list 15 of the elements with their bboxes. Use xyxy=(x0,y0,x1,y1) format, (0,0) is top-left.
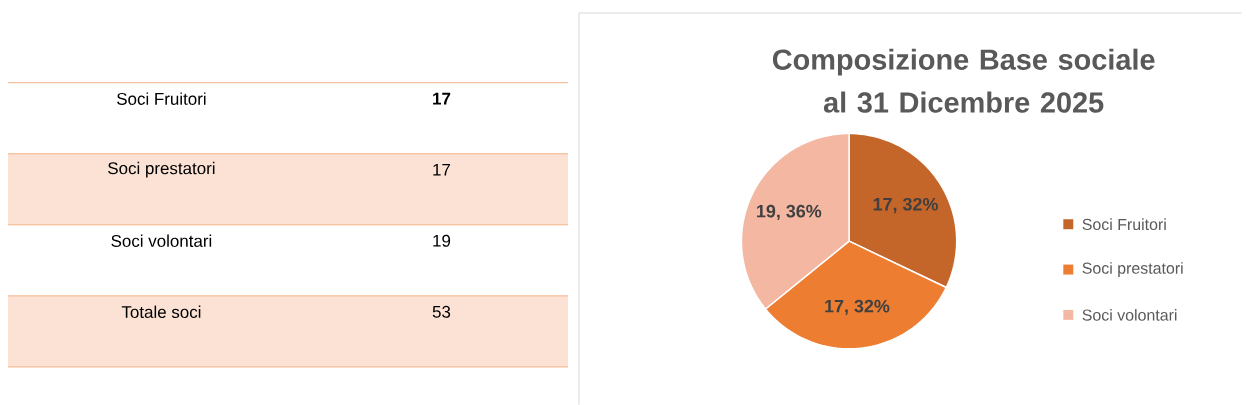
data-label: 17, 32% xyxy=(873,197,938,214)
category-label: Soci prestatori xyxy=(108,161,215,178)
category-label: Soci Fruitori xyxy=(117,92,206,105)
legend-label: Soci volontari xyxy=(1082,309,1177,321)
text: 19 xyxy=(433,234,451,247)
data-label: 17, 32% xyxy=(825,299,890,316)
text: 17 xyxy=(433,92,451,105)
text: 53 xyxy=(432,305,451,318)
legend-label: Soci prestatori xyxy=(1082,262,1183,277)
data-label: 19, 36% xyxy=(757,204,822,221)
category-label: Soci volontari xyxy=(111,234,212,247)
chart-title: Composizione Base sociale al 31 Dicembre 2025 xyxy=(772,48,1155,113)
text: Totale soci xyxy=(121,305,201,318)
legend-label: Soci Fruitori xyxy=(1082,218,1166,231)
text: 17 xyxy=(433,163,451,176)
